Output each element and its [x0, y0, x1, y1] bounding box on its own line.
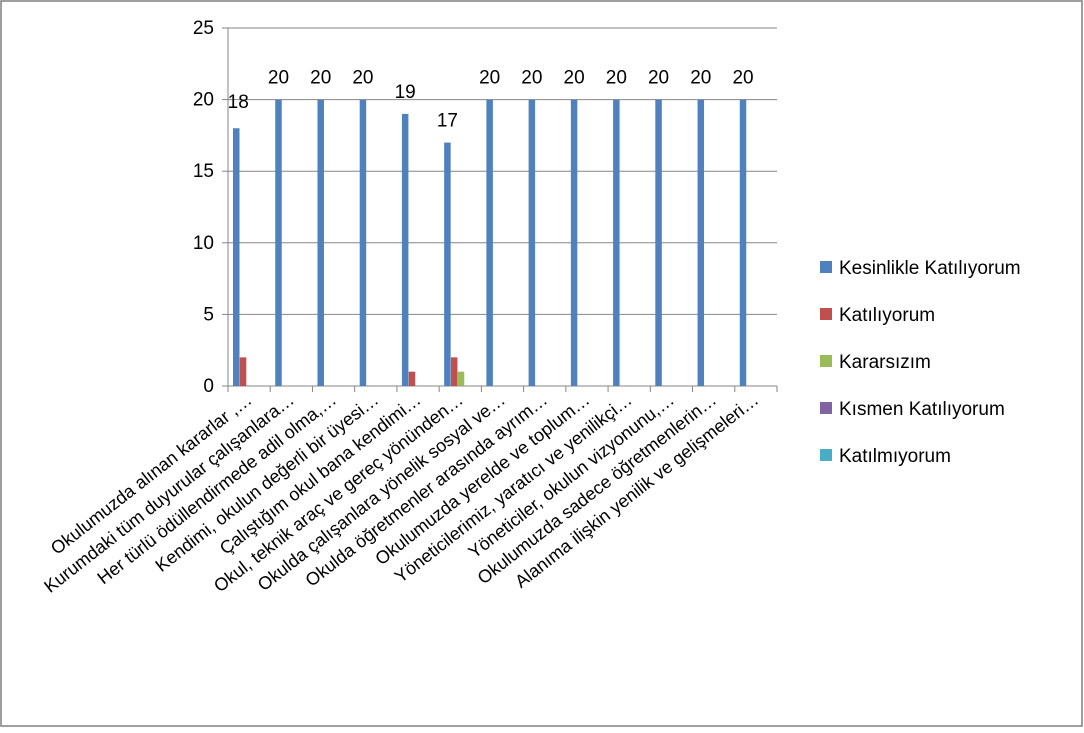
legend: Kesinlikle Katılıyorum Katılıyorum Kararsı… [820, 258, 1021, 467]
data-label: 20 [648, 68, 669, 89]
bar [444, 142, 451, 386]
y-tick-label: 0 [203, 376, 214, 397]
legend-swatch [820, 261, 832, 273]
bar [613, 99, 620, 386]
data-label: 20 [521, 68, 542, 89]
y-tick-label: 5 [203, 304, 214, 325]
data-label: 19 [395, 82, 416, 103]
y-tick-label: 25 [193, 18, 214, 39]
data-label: 20 [690, 68, 711, 89]
bar [655, 99, 662, 386]
data-label: 18 [228, 92, 249, 113]
legend-label: Kısmen Katılıyorum [839, 399, 1005, 420]
data-label: 20 [732, 68, 753, 89]
bar [359, 99, 367, 386]
data-labels: 18 20 20 20 19 17 20 20 20 20 20 20 20 [228, 68, 754, 132]
legend-swatch [820, 402, 832, 414]
bar [317, 99, 324, 386]
data-label: 20 [606, 68, 627, 89]
data-label: 20 [352, 68, 373, 89]
y-tick-label: 20 [193, 90, 214, 111]
bar [570, 99, 578, 386]
bar [275, 99, 282, 386]
bar [739, 99, 747, 386]
legend-label: Katılıyorum [839, 305, 935, 326]
bar [697, 99, 705, 386]
legend-label: Kesinlikle Katılıyorum [839, 258, 1021, 279]
y-tick-label: 15 [193, 161, 214, 182]
bars [233, 99, 747, 387]
bar [486, 99, 493, 386]
y-tick-label: 10 [193, 233, 214, 254]
bar [233, 128, 240, 387]
data-label: 20 [310, 68, 331, 89]
legend-label: Kararsızım [839, 352, 931, 373]
bar [457, 371, 465, 386]
data-label: 20 [564, 68, 585, 89]
data-label: 20 [268, 68, 289, 89]
bar [450, 357, 458, 386]
bar [239, 357, 247, 386]
data-label: 17 [437, 111, 458, 132]
bar [401, 113, 409, 387]
data-label: 20 [479, 68, 500, 89]
bar [408, 371, 416, 386]
axes: 0 5 10 15 20 25 [193, 18, 778, 397]
legend-swatch [820, 449, 832, 461]
legend-swatch [820, 308, 832, 320]
legend-label: Katılmıyorum [839, 446, 951, 467]
bar [528, 99, 536, 386]
legend-swatch [820, 355, 832, 367]
